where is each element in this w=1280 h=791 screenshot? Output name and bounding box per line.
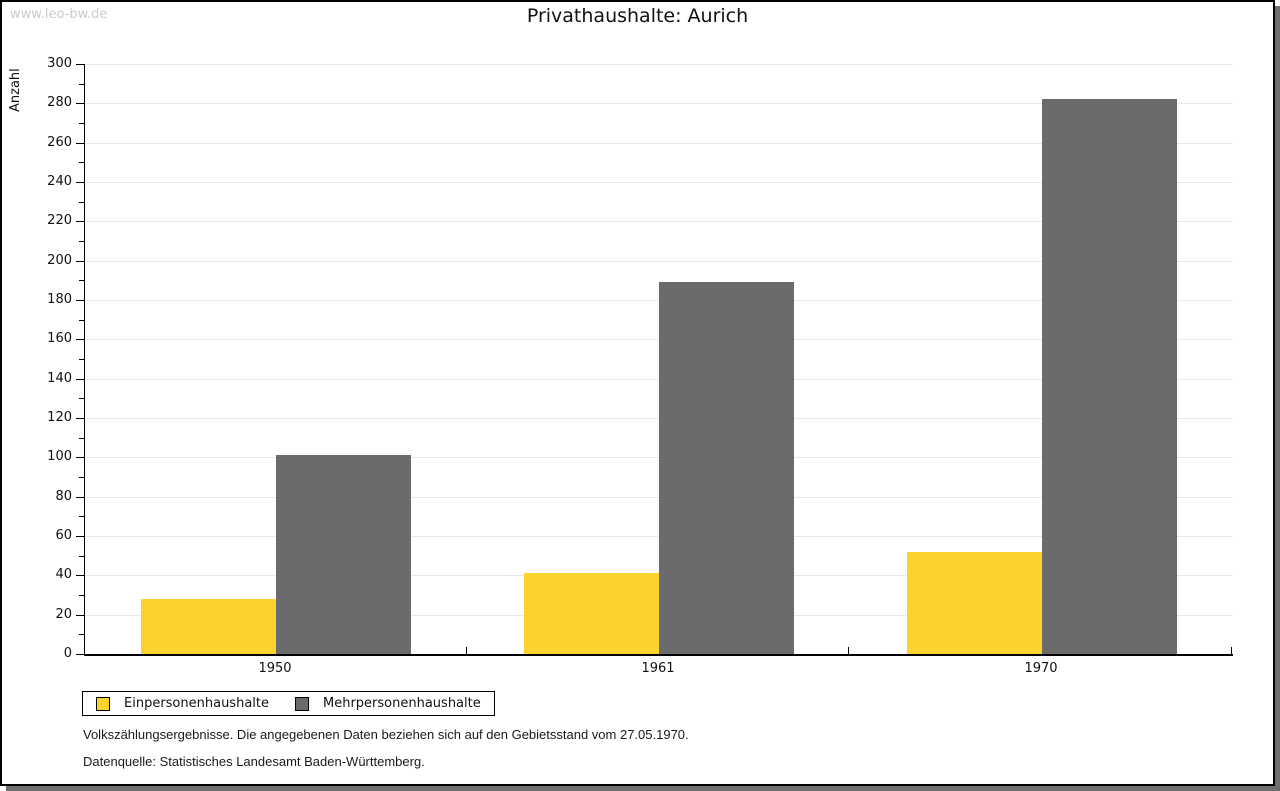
- x-boundary-tick-2: [848, 647, 849, 654]
- y-minor-tick-50: [79, 556, 84, 557]
- legend-label-1: Einpersonenhaushalte: [124, 696, 269, 711]
- y-major-tick-60: [76, 536, 84, 537]
- bar-einpersonenhaushalte-1961: [524, 573, 659, 654]
- y-major-tick-240: [76, 182, 84, 183]
- legend-swatch-1: [96, 696, 110, 711]
- x-tick-label-1950: 1950: [258, 661, 292, 676]
- gridline-240: [85, 182, 1233, 183]
- y-minor-tick-170: [79, 320, 84, 321]
- legend: Einpersonenhaushalte Mehrpersonenhaushalt…: [82, 691, 495, 716]
- y-tick-label-40: 40: [55, 567, 72, 582]
- legend-item-1: Einpersonenhaushalte: [96, 696, 269, 711]
- bar-einpersonenhaushalte-1950: [141, 599, 276, 654]
- bar-mehrpersonenhaushalte-1961: [659, 282, 794, 654]
- bar-einpersonenhaushalte-1970: [907, 552, 1042, 654]
- y-major-tick-180: [76, 300, 84, 301]
- gridline-260: [85, 143, 1233, 144]
- y-minor-tick-230: [79, 202, 84, 203]
- y-major-tick-120: [76, 418, 84, 419]
- y-tick-label-100: 100: [47, 449, 72, 464]
- footnote-line1: Volkszählungsergebnisse. Die angegebenen…: [83, 727, 689, 742]
- y-minor-tick-210: [79, 241, 84, 242]
- y-major-tick-100: [76, 457, 84, 458]
- y-tick-label-300: 300: [47, 56, 72, 71]
- y-major-tick-260: [76, 143, 84, 144]
- y-tick-label-140: 140: [47, 371, 72, 386]
- footnote-line2: Datenquelle: Statistisches Landesamt Bad…: [83, 754, 425, 769]
- y-tick-label-160: 160: [47, 331, 72, 346]
- gridline-280: [85, 103, 1233, 104]
- y-tick-label-20: 20: [55, 607, 72, 622]
- y-major-tick-40: [76, 575, 84, 576]
- y-axis-title: Anzahl: [8, 68, 23, 112]
- y-minor-tick-190: [79, 280, 84, 281]
- y-tick-label-60: 60: [55, 528, 72, 543]
- footnote: Volkszählungsergebnisse. Die angegebenen…: [83, 727, 689, 781]
- chart-title: Privathaushalte: Aurich: [526, 5, 749, 27]
- y-minor-tick-270: [79, 123, 84, 124]
- y-tick-label-220: 220: [47, 213, 72, 228]
- y-tick-label-240: 240: [47, 174, 72, 189]
- y-minor-tick-70: [79, 516, 84, 517]
- gridline-220: [85, 221, 1233, 222]
- y-minor-tick-290: [79, 84, 84, 85]
- y-tick-label-180: 180: [47, 292, 72, 307]
- y-major-tick-0: [76, 654, 84, 655]
- watermark: www.leo-bw.de: [10, 7, 108, 22]
- y-tick-label-200: 200: [47, 253, 72, 268]
- y-major-tick-300: [76, 64, 84, 65]
- y-tick-label-260: 260: [47, 135, 72, 150]
- y-tick-label-0: 0: [63, 646, 72, 661]
- bar-mehrpersonenhaushalte-1950: [276, 455, 411, 654]
- legend-label-2: Mehrpersonenhaushalte: [323, 696, 481, 711]
- y-major-tick-220: [76, 221, 84, 222]
- x-boundary-tick-1: [466, 647, 467, 654]
- legend-swatch-2: [295, 696, 309, 711]
- y-minor-tick-30: [79, 595, 84, 596]
- x-boundary-tick-3: [1231, 647, 1232, 654]
- y-major-tick-280: [76, 103, 84, 104]
- y-minor-tick-250: [79, 162, 84, 163]
- y-minor-tick-90: [79, 477, 84, 478]
- y-tick-label-80: 80: [55, 489, 72, 504]
- plot-area: [84, 64, 1233, 656]
- gridline-300: [85, 64, 1233, 65]
- x-tick-label-1961: 1961: [641, 661, 675, 676]
- y-tick-label-120: 120: [47, 410, 72, 425]
- y-minor-tick-150: [79, 359, 84, 360]
- x-tick-label-1970: 1970: [1024, 661, 1058, 676]
- y-tick-label-280: 280: [47, 95, 72, 110]
- y-minor-tick-130: [79, 398, 84, 399]
- gridline-200: [85, 261, 1233, 262]
- legend-item-2: Mehrpersonenhaushalte: [295, 696, 481, 711]
- y-minor-tick-110: [79, 438, 84, 439]
- y-major-tick-200: [76, 261, 84, 262]
- y-major-tick-80: [76, 497, 84, 498]
- y-major-tick-20: [76, 615, 84, 616]
- bar-mehrpersonenhaushalte-1970: [1042, 99, 1177, 654]
- y-major-tick-140: [76, 379, 84, 380]
- y-minor-tick-10: [79, 634, 84, 635]
- y-major-tick-160: [76, 339, 84, 340]
